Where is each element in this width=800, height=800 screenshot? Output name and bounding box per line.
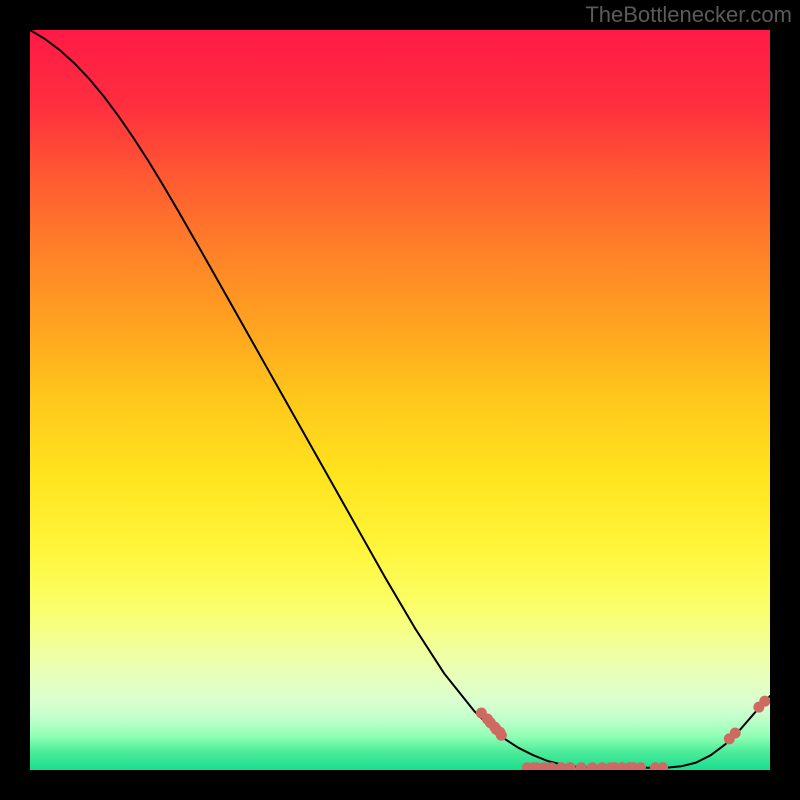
data-marker [760,696,770,706]
chart-wrapper: TheBottlenecker.com [0,0,800,800]
bottleneck-chart [0,0,800,800]
plot-background [30,30,770,770]
watermark-text: TheBottlenecker.com [585,2,792,28]
data-marker [730,728,740,738]
data-marker [496,730,506,740]
